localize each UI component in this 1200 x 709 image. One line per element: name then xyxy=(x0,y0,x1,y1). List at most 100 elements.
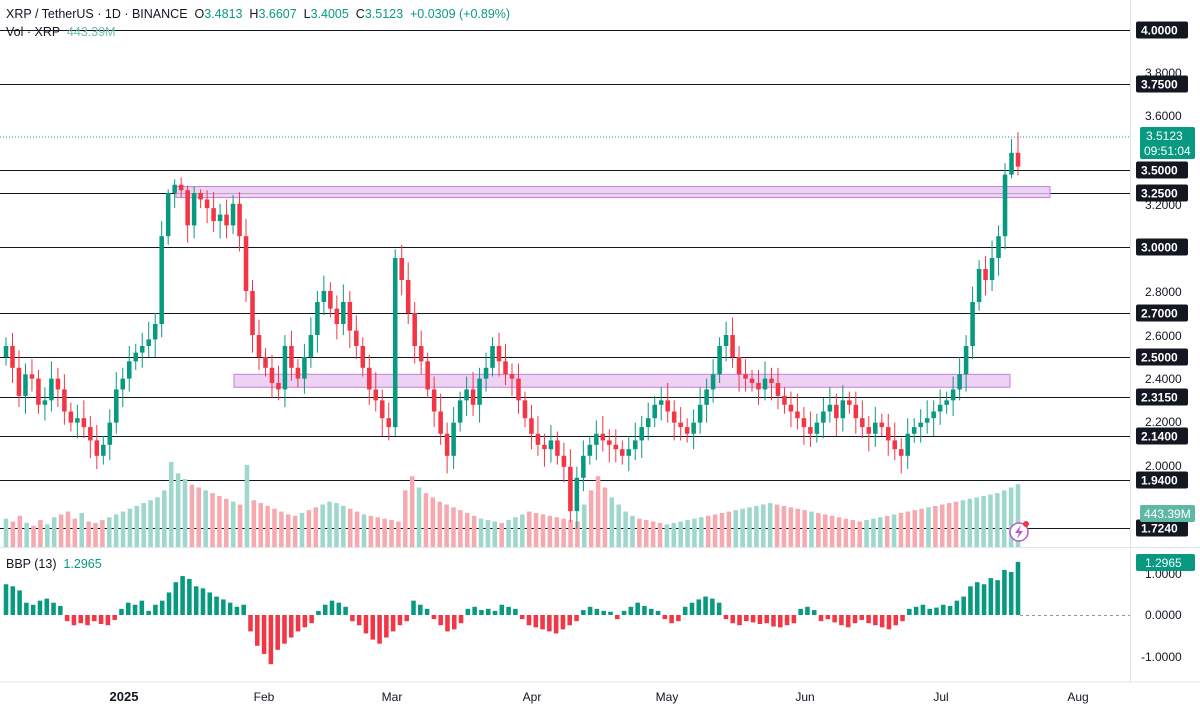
bbp-bar xyxy=(336,602,342,615)
y-tick-label: 2.8000 xyxy=(1145,285,1182,299)
candle-body xyxy=(834,404,839,419)
bbp-bar xyxy=(119,608,124,615)
candle-body xyxy=(652,404,657,419)
candle-body xyxy=(483,367,489,379)
candle-body xyxy=(101,444,106,456)
bbp-bar xyxy=(200,588,206,615)
candle-body xyxy=(198,193,203,200)
candle-body xyxy=(937,404,943,412)
candle-body xyxy=(23,374,28,396)
bbp-bar xyxy=(961,596,966,615)
candle-body xyxy=(185,190,190,226)
volume-bar xyxy=(492,521,498,547)
candle-body xyxy=(743,374,748,379)
bbp-bar xyxy=(873,615,878,626)
volume-bar xyxy=(912,510,918,547)
candle-body xyxy=(282,346,288,390)
candle-body xyxy=(490,346,495,368)
bbp-bar xyxy=(438,615,443,626)
bbp-bar xyxy=(261,615,267,654)
lightning-icon[interactable] xyxy=(1009,521,1029,542)
candle-body xyxy=(847,400,852,405)
volume-bar xyxy=(230,501,236,547)
price-level-box xyxy=(1136,348,1188,366)
volume-bar xyxy=(148,500,153,547)
volume-bar xyxy=(306,510,312,547)
bbp-bar xyxy=(282,615,287,644)
volume-bar xyxy=(65,511,71,547)
bbp-bar xyxy=(764,615,769,624)
volume-legend-label[interactable]: Vol · XRP xyxy=(6,25,60,39)
volume-bar xyxy=(1015,484,1021,547)
volume-bar xyxy=(31,525,36,547)
volume-bar xyxy=(726,511,732,547)
candle-body xyxy=(594,433,599,445)
bbp-bar xyxy=(513,608,518,615)
open-value: 3.4813 xyxy=(204,7,243,21)
bbp-bar xyxy=(540,615,545,630)
bbp-bar xyxy=(92,615,97,622)
bbp-bar xyxy=(193,586,199,615)
bbp-bar xyxy=(581,610,586,615)
candle-body xyxy=(658,400,664,405)
candle-body xyxy=(334,308,340,324)
candle-body xyxy=(944,400,949,405)
price-level-box xyxy=(1136,388,1188,406)
bbp-bar xyxy=(397,615,403,626)
volume-bar xyxy=(623,511,628,547)
volume-tag-value: 443.39M xyxy=(1144,507,1191,521)
volume-bar xyxy=(444,504,449,547)
volume-bar xyxy=(24,522,29,547)
bbp-bar xyxy=(51,602,56,615)
candle-body xyxy=(626,449,632,456)
candle-body xyxy=(568,466,573,512)
zone-rect[interactable] xyxy=(175,186,1051,199)
bbp-bar xyxy=(295,615,301,632)
bbp-legend-label[interactable]: BBP (13) xyxy=(6,557,57,571)
volume-bar xyxy=(678,521,683,547)
bbp-bar xyxy=(533,615,539,628)
volume-bar xyxy=(850,520,856,547)
bbp-bar xyxy=(166,592,172,615)
bbp-bar xyxy=(3,584,9,615)
price-level-label: 3.5000 xyxy=(1141,164,1178,178)
volume-bar xyxy=(630,515,635,547)
candle-body xyxy=(496,346,502,362)
candle-body xyxy=(924,418,930,423)
bbp-bar xyxy=(879,615,885,628)
volume-tag xyxy=(1140,505,1195,522)
bbp-bar xyxy=(350,615,355,622)
candle-body xyxy=(645,418,651,428)
candle-body xyxy=(49,378,54,401)
candle-body xyxy=(620,449,625,456)
bbp-bar xyxy=(343,606,348,615)
bbp-bar xyxy=(146,610,151,615)
price-level-box xyxy=(1136,304,1188,322)
candle-body xyxy=(250,291,255,335)
bbp-bar xyxy=(934,607,939,615)
candle-body xyxy=(256,335,262,357)
volume-bar xyxy=(878,517,883,547)
price-level-box xyxy=(1136,471,1188,489)
bbp-bar xyxy=(995,580,1000,615)
volume-bar xyxy=(451,507,456,547)
candle-body xyxy=(165,193,171,237)
bbp-bar xyxy=(560,615,566,630)
zone-rect[interactable] xyxy=(233,373,1011,388)
candle-body xyxy=(898,449,904,456)
candle-body xyxy=(723,335,729,346)
volume-bar xyxy=(464,513,470,547)
volume-bar xyxy=(403,490,408,547)
volume-bar xyxy=(506,520,511,547)
candle-body xyxy=(879,422,885,428)
candle-body xyxy=(860,418,865,428)
bbp-bar xyxy=(750,615,756,623)
bbp-bar xyxy=(241,604,246,615)
volume-bar xyxy=(313,507,319,547)
volume-bar xyxy=(809,511,814,547)
candle-body xyxy=(853,404,859,419)
volume-bar xyxy=(671,522,677,547)
symbol-name[interactable]: XRP / TetherUS · 1D · BINANCE xyxy=(6,7,188,21)
